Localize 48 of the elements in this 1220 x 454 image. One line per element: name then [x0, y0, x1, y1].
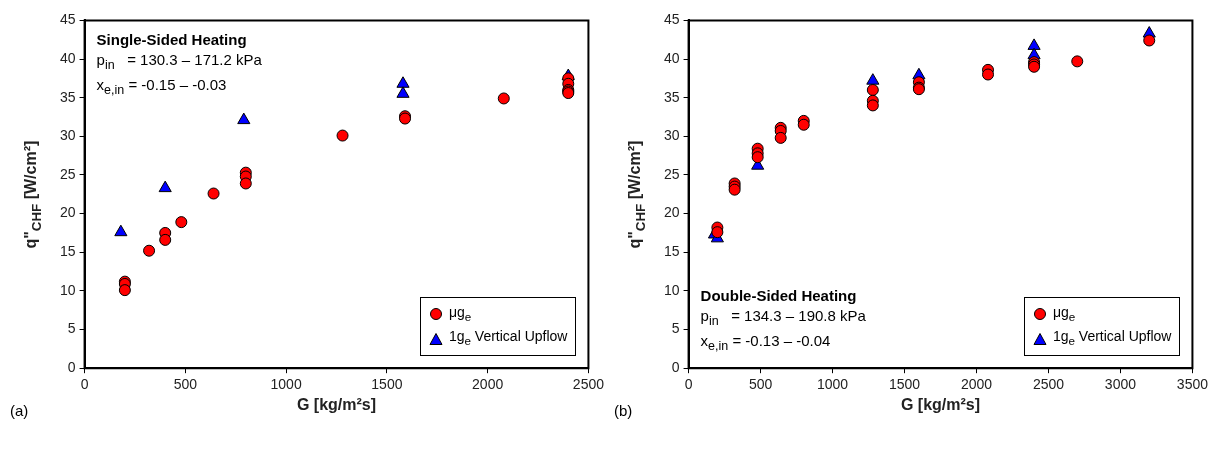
x-tick-label: 500 — [748, 376, 773, 393]
y-tick-label: 0 — [671, 359, 680, 376]
text: (a) — [10, 402, 29, 420]
y-tick-label: 5 — [671, 320, 680, 337]
annotation: p$_{in}$ = 130.3 – 171.2 kPa — [96, 50, 262, 75]
x-axis-title: G [kg/m²s] — [899, 396, 982, 415]
y-tick-label: 20 — [663, 204, 680, 221]
annotation: p$_{in}$ = 134.3 – 190.8 kPa — [700, 306, 866, 331]
y-tick-label: 0 — [67, 359, 76, 376]
y-tick-label: 40 — [59, 49, 76, 66]
y-tick-label: 10 — [59, 281, 76, 298]
y-tick-label: 20 — [59, 204, 76, 221]
x-tick-label: 1000 — [270, 376, 302, 393]
x-tick-label: 1500 — [888, 376, 921, 393]
x-tick-label: 0 — [684, 376, 693, 393]
annotation: x$_{e,in}$ = -0.13 – -0.04 — [700, 331, 832, 356]
y-tick-label: 30 — [59, 127, 76, 144]
y-tick-label: 45 — [663, 11, 680, 28]
x-tick-label: 2500 — [1032, 376, 1065, 393]
y-tick-label: 35 — [663, 88, 680, 105]
y-tick-label: 15 — [59, 243, 76, 260]
x-tick-label: 2000 — [960, 376, 993, 393]
y-tick-label: 10 — [663, 281, 680, 298]
y-tick-label: 25 — [59, 165, 76, 182]
x-tick-label: 3500 — [1176, 376, 1209, 393]
y-tick-label: 25 — [663, 165, 680, 182]
annotation: Double-Sided Heating — [700, 286, 858, 307]
x-tick-label: 500 — [173, 376, 198, 393]
y-tick-label: 35 — [59, 88, 76, 105]
legend-label: 1g$_{e}$ Vertical Upflow — [1052, 327, 1172, 350]
annotation: Single-Sided Heating — [96, 30, 248, 51]
x-tick-label: 0 — [80, 376, 89, 393]
y-tick-label: 30 — [663, 127, 680, 144]
y-tick-label: 45 — [59, 11, 76, 28]
legend-label: μg$_{e}$ — [1052, 302, 1076, 325]
x-tick-label: 1000 — [816, 376, 849, 393]
y-tick-label: 5 — [67, 320, 76, 337]
y-tick-label: 15 — [663, 243, 680, 260]
y-tick-label: 40 — [663, 49, 680, 66]
x-tick-label: 1500 — [371, 376, 403, 393]
legend-label: μg$_{e}$ — [448, 302, 472, 325]
x-tick-label: 3000 — [1104, 376, 1137, 393]
legend-label: 1g$_{e}$ Vertical Upflow — [448, 327, 568, 350]
x-axis-title: G [kg/m²s] — [295, 396, 378, 415]
x-tick-label: 2000 — [472, 376, 504, 393]
annotation: x$_{e,in}$ = -0.15 – -0.03 — [96, 75, 228, 100]
text: (b) — [614, 402, 633, 420]
x-tick-label: 2500 — [572, 376, 605, 393]
